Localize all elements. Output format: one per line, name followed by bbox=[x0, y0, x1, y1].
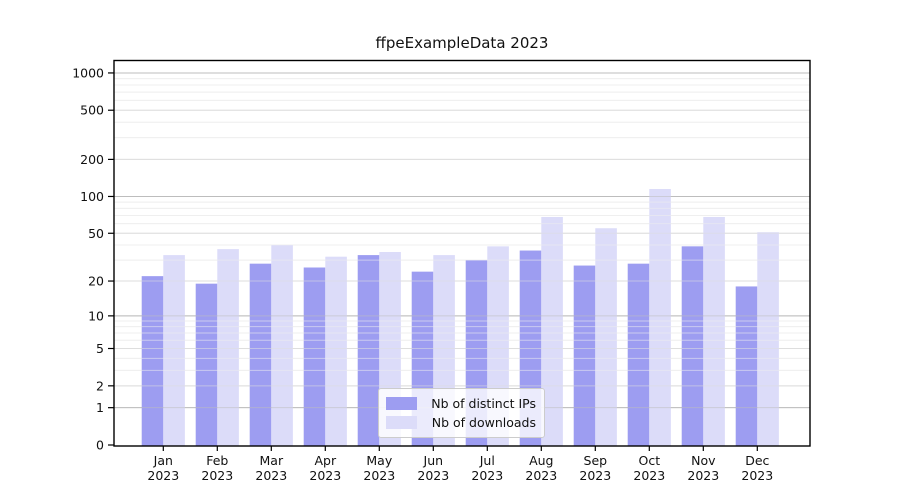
y-tick-label-500: 500 bbox=[80, 103, 104, 118]
plot-frame bbox=[113, 59, 811, 447]
bar-aug-2023-downloads bbox=[541, 216, 563, 446]
x-tick-label-jul: Jul bbox=[479, 453, 495, 468]
bar-sep-2023-downloads bbox=[595, 228, 617, 446]
x-tick-label-year-jul: 2023 bbox=[471, 468, 503, 483]
bar-sep-2023-distinct-ips bbox=[573, 265, 596, 446]
chart-title: ffpeExampleData 2023 bbox=[375, 34, 549, 52]
x-tick-label-year-oct: 2023 bbox=[633, 468, 665, 483]
bar-dec-2023-downloads bbox=[757, 232, 779, 446]
bar-mar-2023-distinct-ips bbox=[249, 263, 272, 446]
bar-nov-2023-distinct-ips bbox=[681, 246, 704, 446]
bar-jan-2023-distinct-ips bbox=[141, 276, 164, 446]
bar-feb-2023-distinct-ips bbox=[195, 283, 218, 446]
legend: Nb of distinct IPs Nb of downloads bbox=[378, 388, 545, 438]
x-tick-label-may: May bbox=[366, 453, 392, 468]
x-tick-label-year-sep: 2023 bbox=[579, 468, 611, 483]
x-tick-label-year-aug: 2023 bbox=[525, 468, 557, 483]
x-tick-label-jun: Jun bbox=[423, 453, 444, 468]
bar-dec-2023-distinct-ips bbox=[735, 286, 758, 446]
bar-may-2023-distinct-ips bbox=[357, 255, 380, 446]
x-tick-label-year-dec: 2023 bbox=[741, 468, 773, 483]
x-tick-label-sep: Sep bbox=[584, 453, 608, 468]
legend-item-distinct-ips: Nb of distinct IPs bbox=[386, 396, 536, 411]
y-tick-label-0: 0 bbox=[96, 438, 104, 453]
legend-label-distinct-ips: Nb of distinct IPs bbox=[431, 396, 536, 411]
y-tick-label-2: 2 bbox=[96, 378, 104, 393]
y-tick-label-100: 100 bbox=[80, 189, 104, 204]
y-tick-label-1000: 1000 bbox=[72, 65, 104, 80]
bar-mar-2023-downloads bbox=[271, 245, 293, 446]
legend-label-downloads: Nb of downloads bbox=[431, 415, 536, 430]
x-tick-label-year-mar: 2023 bbox=[255, 468, 287, 483]
bar-apr-2023-distinct-ips bbox=[303, 267, 326, 446]
y-tick-label-5: 5 bbox=[96, 341, 104, 356]
y-tick-label-10: 10 bbox=[88, 308, 104, 323]
x-tick-label-year-apr: 2023 bbox=[309, 468, 341, 483]
x-tick-label-year-jan: 2023 bbox=[147, 468, 179, 483]
bar-oct-2023-distinct-ips bbox=[627, 263, 650, 446]
legend-item-downloads: Nb of downloads bbox=[386, 415, 536, 430]
legend-swatch-distinct-ips bbox=[386, 397, 417, 410]
x-tick-label-aug: Aug bbox=[529, 453, 553, 468]
x-tick-label-oct: Oct bbox=[638, 453, 660, 468]
x-tick-label-jan: Jan bbox=[153, 453, 173, 468]
y-tick-label-200: 200 bbox=[80, 152, 104, 167]
bar-apr-2023-downloads bbox=[325, 256, 347, 446]
x-tick-label-year-feb: 2023 bbox=[201, 468, 233, 483]
y-tick-label-20: 20 bbox=[88, 274, 104, 289]
x-tick-label-year-nov: 2023 bbox=[687, 468, 719, 483]
bar-oct-2023-downloads bbox=[649, 189, 671, 446]
x-tick-label-year-may: 2023 bbox=[363, 468, 395, 483]
x-tick-label-feb: Feb bbox=[206, 453, 228, 468]
bar-jan-2023-downloads bbox=[163, 255, 185, 446]
x-tick-label-dec: Dec bbox=[745, 453, 769, 468]
y-tick-label-1: 1 bbox=[96, 400, 104, 415]
bar-nov-2023-downloads bbox=[703, 216, 725, 446]
x-tick-label-year-jun: 2023 bbox=[417, 468, 449, 483]
x-tick-label-apr: Apr bbox=[314, 453, 336, 468]
x-tick-label-mar: Mar bbox=[260, 453, 284, 468]
bar-feb-2023-downloads bbox=[217, 249, 239, 446]
legend-swatch-downloads bbox=[386, 416, 417, 429]
y-tick-label-50: 50 bbox=[88, 226, 104, 241]
x-tick-label-nov: Nov bbox=[691, 453, 716, 468]
